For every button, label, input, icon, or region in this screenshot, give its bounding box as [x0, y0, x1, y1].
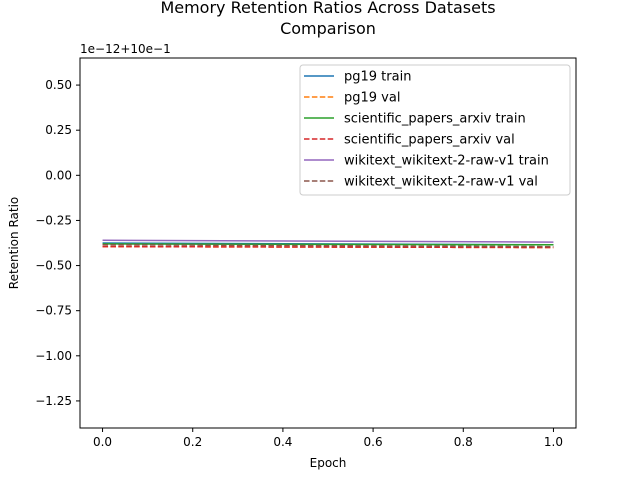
x-tick-label: 0.0	[93, 435, 112, 449]
legend-label-3: scientific_papers_arxiv val	[344, 133, 515, 148]
y-tick-label: −0.50	[35, 259, 72, 273]
legend: pg19 train pg19 val scientific_papers_arxi…	[299, 64, 571, 196]
y-axis-label: Retention Ratio	[7, 197, 21, 289]
plot-frame	[79, 57, 577, 429]
y-tick-label: −0.75	[35, 304, 72, 318]
series-lines	[102, 239, 554, 249]
legend-label-2: scientific_papers_arxiv train	[344, 112, 526, 127]
y-tick-label: −0.25	[35, 213, 72, 227]
x-tick-label: 0.2	[183, 435, 202, 449]
legend-label-1: pg19 val	[344, 91, 400, 106]
x-axis-ticks: 0.0 0.2 0.4 0.6 0.8 1.0	[93, 428, 563, 449]
y-axis-offset-label: 1e−12+10e−1	[80, 42, 171, 56]
series-line-5	[102, 244, 554, 248]
x-tick-label: 0.6	[364, 435, 383, 449]
x-tick-label: 1.0	[544, 435, 563, 449]
series-line-4	[102, 239, 554, 243]
chart-title-line2: Comparison	[280, 19, 376, 38]
legend-label-4: wikitext_wikitext-2-raw-v1 train	[344, 154, 549, 169]
y-axis-ticks: 0.50 0.25 0.00 −0.25 −0.50 −0.75 −1.00 −1.25	[35, 78, 80, 408]
chart-title-line1: Memory Retention Ratios Across Datasets	[160, 0, 495, 17]
y-tick-label: 0.00	[45, 168, 72, 182]
x-axis-label: Epoch	[310, 456, 347, 470]
series-line-2	[102, 243, 554, 246]
y-tick-label: 0.50	[45, 78, 72, 92]
x-tick-label: 0.4	[273, 435, 292, 449]
legend-label-0: pg19 train	[344, 70, 411, 85]
y-tick-label: −1.00	[35, 349, 72, 363]
y-tick-label: −1.25	[35, 394, 72, 408]
legend-box	[299, 64, 571, 196]
series-line-3	[102, 245, 554, 249]
x-tick-label: 0.8	[454, 435, 473, 449]
legend-label-5: wikitext_wikitext-2-raw-v1 val	[344, 175, 538, 190]
y-tick-label: 0.25	[45, 123, 72, 137]
